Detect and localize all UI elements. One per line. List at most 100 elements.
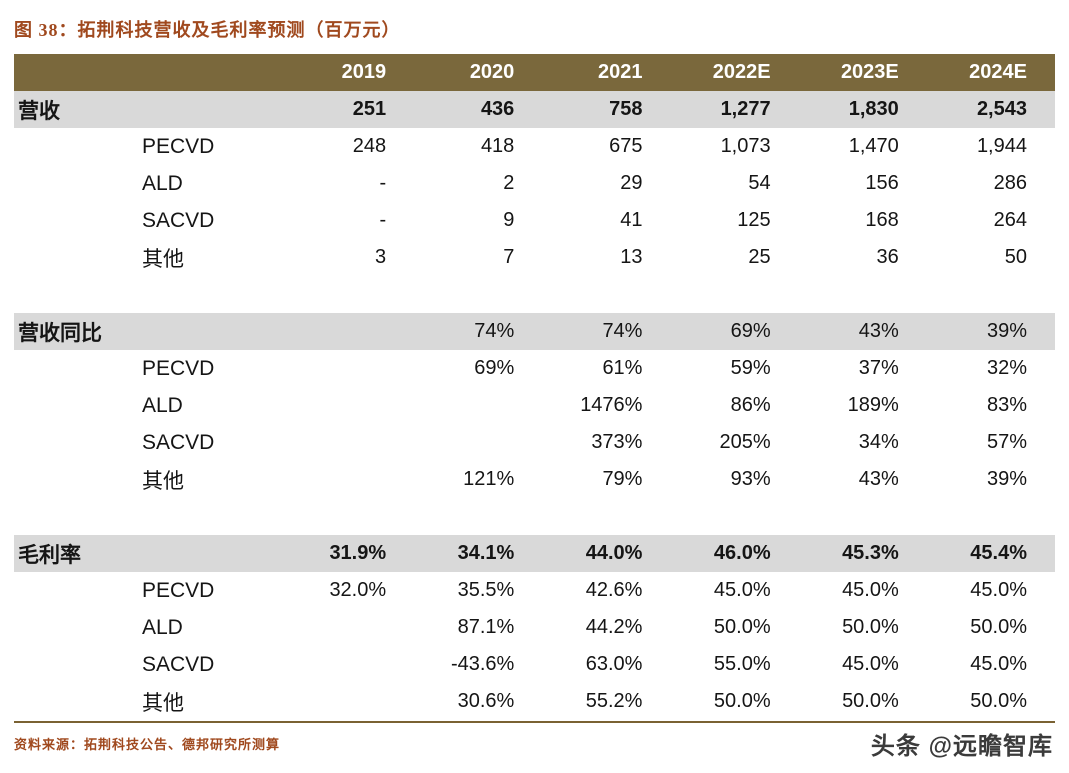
value-cell: 13 bbox=[620, 246, 643, 268]
header-year: 2022E bbox=[670, 54, 799, 91]
value-cell bbox=[926, 498, 1055, 535]
value-cell bbox=[670, 276, 799, 313]
value-cell bbox=[286, 424, 414, 461]
value-cell bbox=[286, 609, 414, 646]
value-cell: 50.0% bbox=[713, 616, 771, 638]
value-cell: 1476% bbox=[580, 394, 643, 416]
row-label: 营收 bbox=[14, 91, 286, 128]
value-cell: - bbox=[379, 209, 387, 231]
value-cell bbox=[286, 276, 415, 313]
value-cell: 1,073 bbox=[720, 135, 771, 157]
value-cell: 45.0% bbox=[842, 579, 899, 601]
value-cell: 63.0% bbox=[585, 653, 643, 675]
table-row: 其他 3 7 13 25 36 50 bbox=[14, 239, 1055, 276]
value-cell: 50.0% bbox=[842, 616, 899, 638]
value-cell: 1,830 bbox=[798, 91, 927, 128]
value-cell: 83% bbox=[986, 394, 1027, 416]
table-row: 营收同比 74% 74% 69% 43% 39% bbox=[14, 313, 1055, 350]
value-cell: 86% bbox=[730, 394, 771, 416]
value-cell: 74% bbox=[414, 313, 543, 350]
value-cell bbox=[286, 387, 414, 424]
value-cell: 50.0% bbox=[970, 616, 1027, 638]
value-cell bbox=[286, 646, 414, 683]
row-label: ALD bbox=[142, 171, 183, 195]
value-cell: 286 bbox=[993, 172, 1027, 194]
row-label: ALD bbox=[142, 393, 183, 417]
row-label: ALD bbox=[142, 615, 183, 639]
value-cell: 675 bbox=[609, 135, 643, 157]
header-year: 2019 bbox=[286, 54, 415, 91]
value-cell: 156 bbox=[865, 172, 899, 194]
value-cell: 74% bbox=[542, 313, 671, 350]
value-cell: 1,944 bbox=[976, 135, 1027, 157]
value-cell: 55.2% bbox=[585, 690, 643, 712]
value-cell: 37% bbox=[858, 357, 899, 379]
value-cell: 7 bbox=[503, 246, 515, 268]
row-label: PECVD bbox=[142, 134, 215, 158]
value-cell bbox=[414, 498, 543, 535]
value-cell: 45.0% bbox=[970, 653, 1027, 675]
header-year: 2023E bbox=[798, 54, 927, 91]
table-row: 营收 251 436 758 1,277 1,830 2,543 bbox=[14, 91, 1055, 128]
row-label: PECVD bbox=[142, 578, 215, 602]
value-cell bbox=[286, 498, 415, 535]
value-cell bbox=[798, 498, 927, 535]
spacer-row bbox=[14, 498, 1055, 535]
row-label: 毛利率 bbox=[14, 535, 286, 572]
row-label: 其他 bbox=[142, 691, 184, 715]
value-cell: 79% bbox=[602, 468, 643, 490]
value-cell: 45.4% bbox=[926, 535, 1055, 572]
value-cell bbox=[414, 276, 543, 313]
value-cell bbox=[542, 498, 671, 535]
value-cell: 59% bbox=[730, 357, 771, 379]
value-cell: 1,470 bbox=[848, 135, 899, 157]
header-year: 2020 bbox=[414, 54, 543, 91]
value-cell bbox=[286, 313, 415, 350]
value-cell: 32% bbox=[986, 357, 1027, 379]
value-cell: 125 bbox=[737, 209, 771, 231]
table-row: ALD 1476% 86% 189% 83% bbox=[14, 387, 1055, 424]
value-cell: 45.0% bbox=[970, 579, 1027, 601]
table-row: SACVD - 9 41 125 168 264 bbox=[14, 202, 1055, 239]
value-cell: 121% bbox=[463, 468, 515, 490]
value-cell: 43% bbox=[798, 313, 927, 350]
table-row: SACVD 373% 205% 34% 57% bbox=[14, 424, 1055, 461]
value-cell bbox=[926, 276, 1055, 313]
value-cell: 248 bbox=[352, 135, 387, 157]
value-cell: 264 bbox=[993, 209, 1027, 231]
table-row: ALD 87.1% 44.2% 50.0% 50.0% 50.0% bbox=[14, 609, 1055, 646]
value-cell: 3 bbox=[375, 246, 387, 268]
table-row: ALD - 2 29 54 156 286 bbox=[14, 165, 1055, 202]
figure-title: 图 38：拓荆科技营收及毛利率预测（百万元） bbox=[14, 20, 401, 40]
value-cell: 205% bbox=[719, 431, 771, 453]
row-label: PECVD bbox=[142, 356, 215, 380]
value-cell bbox=[798, 276, 927, 313]
value-cell: 44.2% bbox=[585, 616, 643, 638]
table-row: PECVD 32.0% 35.5% 42.6% 45.0% 45.0% 45.0% bbox=[14, 572, 1055, 609]
row-label: 其他 bbox=[142, 247, 184, 271]
value-cell: 34.1% bbox=[414, 535, 543, 572]
value-cell: - bbox=[379, 172, 387, 194]
value-cell: 9 bbox=[503, 209, 515, 231]
value-cell: 46.0% bbox=[670, 535, 799, 572]
value-cell: 55.0% bbox=[713, 653, 771, 675]
value-cell: 69% bbox=[670, 313, 799, 350]
value-cell: 93% bbox=[730, 468, 771, 490]
value-cell: 57% bbox=[986, 431, 1027, 453]
value-cell: 1,277 bbox=[670, 91, 799, 128]
value-cell: 45.0% bbox=[713, 579, 771, 601]
value-cell: 31.9% bbox=[286, 535, 415, 572]
value-cell: 32.0% bbox=[329, 579, 387, 601]
table-row: 其他 121% 79% 93% 43% 39% bbox=[14, 461, 1055, 498]
value-cell: 50.0% bbox=[713, 690, 771, 712]
source-note: 资料来源：拓荆科技公告、德邦研究所测算 bbox=[14, 737, 281, 752]
row-label bbox=[14, 276, 286, 313]
value-cell: 45.3% bbox=[798, 535, 927, 572]
value-cell: 418 bbox=[480, 135, 515, 157]
value-cell: 2,543 bbox=[926, 91, 1055, 128]
value-cell: 34% bbox=[858, 431, 899, 453]
value-cell: 61% bbox=[602, 357, 643, 379]
forecast-table: 2019 2020 2021 2022E 2023E 2024E 营收 251 436 758 1… bbox=[14, 54, 1055, 720]
value-cell bbox=[670, 498, 799, 535]
value-cell bbox=[286, 461, 414, 498]
